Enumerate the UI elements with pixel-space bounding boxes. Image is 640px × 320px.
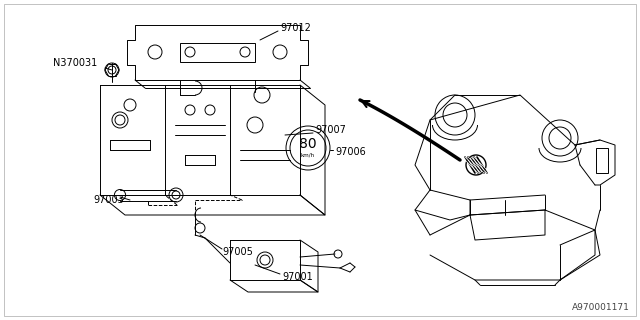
Bar bbox=[596, 148, 608, 173]
Circle shape bbox=[240, 47, 250, 57]
Circle shape bbox=[185, 105, 195, 115]
Circle shape bbox=[172, 191, 180, 199]
Circle shape bbox=[260, 255, 270, 265]
Circle shape bbox=[254, 87, 270, 103]
Text: 97006: 97006 bbox=[335, 147, 365, 157]
Circle shape bbox=[290, 130, 326, 166]
Circle shape bbox=[247, 117, 263, 133]
Text: 97001: 97001 bbox=[282, 272, 313, 282]
Circle shape bbox=[124, 99, 136, 111]
Circle shape bbox=[286, 126, 330, 170]
Circle shape bbox=[334, 250, 342, 258]
Circle shape bbox=[108, 66, 116, 74]
Circle shape bbox=[257, 252, 273, 268]
Circle shape bbox=[195, 223, 205, 233]
Circle shape bbox=[112, 112, 128, 128]
Circle shape bbox=[466, 155, 486, 175]
Circle shape bbox=[148, 45, 162, 59]
Text: 97007: 97007 bbox=[315, 125, 346, 135]
Circle shape bbox=[185, 47, 195, 57]
Circle shape bbox=[105, 63, 119, 77]
Circle shape bbox=[205, 105, 215, 115]
Circle shape bbox=[435, 95, 475, 135]
Text: 97012: 97012 bbox=[280, 23, 311, 33]
Text: km/h: km/h bbox=[301, 153, 315, 157]
Circle shape bbox=[542, 120, 578, 156]
Text: N370031: N370031 bbox=[53, 58, 97, 68]
Circle shape bbox=[115, 115, 125, 125]
Text: 80: 80 bbox=[299, 137, 317, 151]
Circle shape bbox=[443, 103, 467, 127]
Text: A970001171: A970001171 bbox=[572, 303, 630, 312]
Circle shape bbox=[549, 127, 571, 149]
Bar bbox=[180, 43, 255, 62]
Circle shape bbox=[169, 188, 183, 202]
Circle shape bbox=[273, 45, 287, 59]
Text: 97005: 97005 bbox=[222, 247, 253, 257]
Text: 97003: 97003 bbox=[93, 195, 124, 205]
